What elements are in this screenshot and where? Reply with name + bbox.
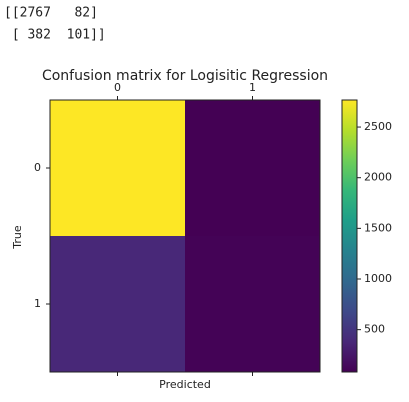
colorbar-tick-label: 2500 xyxy=(364,120,392,133)
colorbar-tick-label: 500 xyxy=(364,323,385,336)
colorbar-tick-label: 2000 xyxy=(364,171,392,184)
console-line: [ 382 101]] xyxy=(4,28,106,43)
x-tick-label: 1 xyxy=(249,81,256,94)
heatmap-cell xyxy=(50,100,185,236)
y-tick-label: 1 xyxy=(34,297,41,310)
chart-title: Confusion matrix for Logisitic Regressio… xyxy=(42,68,328,84)
colorbar-tick-label: 1500 xyxy=(364,221,392,234)
y-axis-label: True xyxy=(11,225,24,250)
plot-frame xyxy=(49,99,321,373)
y-tick-label: 0 xyxy=(34,161,41,174)
colorbar xyxy=(341,99,358,373)
console-line: [[2767 82] xyxy=(4,6,98,21)
heatmap-cell xyxy=(50,236,185,372)
colorbar-tick-label: 1000 xyxy=(364,272,392,285)
heatmap-cell xyxy=(185,100,320,236)
x-axis-label: Predicted xyxy=(159,378,211,391)
x-tick-label: 0 xyxy=(114,81,121,94)
heatmap-cell xyxy=(185,236,320,372)
